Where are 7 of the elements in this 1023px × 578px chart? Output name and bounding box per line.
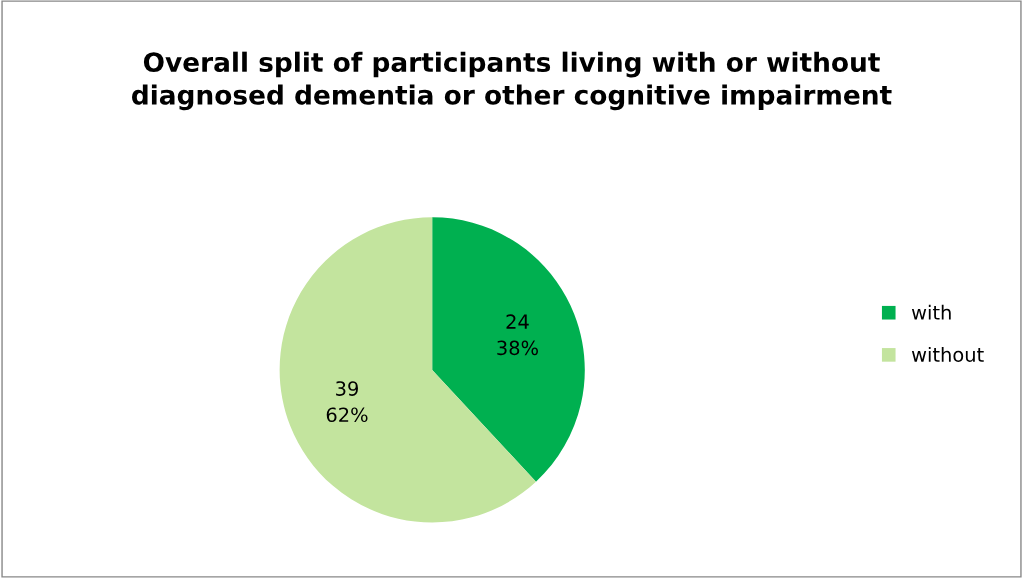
pie-slice: [432, 217, 585, 482]
chart-title: Overall split of participants living with or without diagnosed dementia or other cognitive impairment: [132, 51, 892, 111]
data-label: 24 38%: [497, 314, 538, 356]
legend-label: with: [911, 304, 951, 320]
legend-label: without: [911, 346, 984, 362]
pie-slice: [279, 217, 537, 523]
data-label: 39 62%: [326, 381, 368, 423]
